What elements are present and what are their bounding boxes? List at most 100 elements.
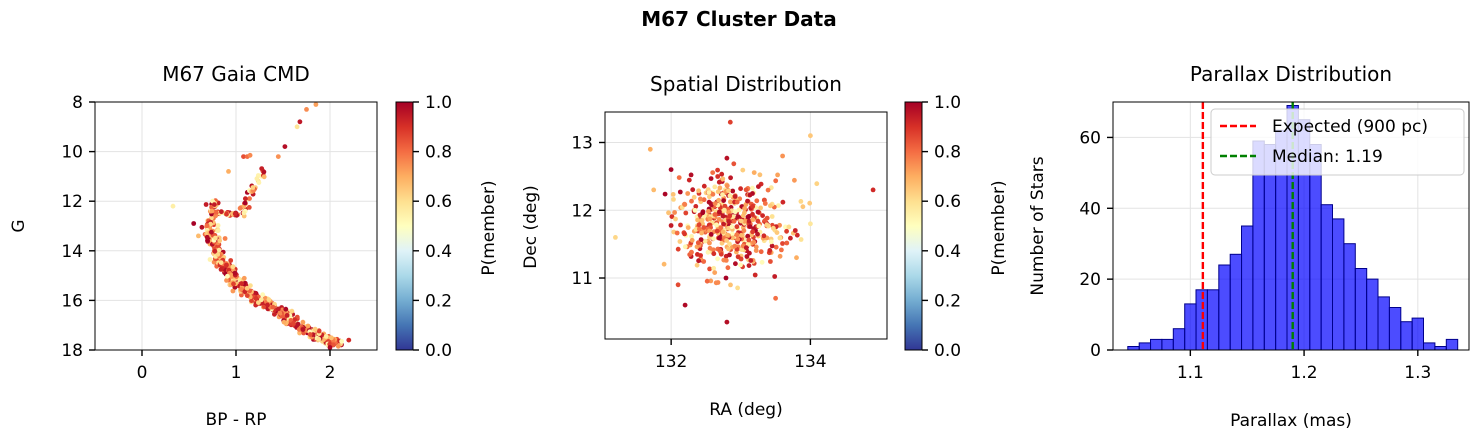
star-point <box>738 218 744 224</box>
star-point <box>232 270 238 276</box>
star-point <box>756 184 761 190</box>
star-point <box>270 304 276 310</box>
star-point <box>711 265 717 271</box>
star-point <box>316 328 322 334</box>
star-point <box>678 222 683 228</box>
star-point <box>250 185 256 190</box>
histogram-bar <box>1445 338 1459 351</box>
star-point <box>707 245 713 251</box>
spatial-colorbar <box>904 101 923 351</box>
y-tick-label: 16 <box>61 291 83 311</box>
star-point <box>715 167 720 173</box>
star-point <box>730 188 736 194</box>
star-point <box>710 191 716 197</box>
star-point <box>212 202 217 208</box>
star-point <box>740 167 746 173</box>
star-point <box>284 313 290 318</box>
star-point <box>241 154 246 160</box>
star-point <box>297 330 302 336</box>
star-point <box>742 210 747 216</box>
star-point <box>675 246 681 252</box>
star-point <box>764 222 770 228</box>
star-point <box>745 233 751 239</box>
star-point <box>777 253 783 259</box>
star-point <box>275 154 281 160</box>
star-point <box>244 285 250 291</box>
star-point <box>714 222 719 228</box>
cmd-colorbar <box>395 101 414 351</box>
star-point <box>237 276 242 282</box>
star-point <box>209 229 214 235</box>
histogram-bar <box>1366 278 1379 351</box>
colorbar-tick-label: 0.8 <box>934 143 961 163</box>
x-tick-label: 1.1 <box>1177 363 1204 383</box>
star-point <box>225 273 230 279</box>
legend-median-label: Median: 1.19 <box>1272 147 1383 167</box>
histogram-bar <box>1400 321 1413 351</box>
star-point <box>774 230 780 236</box>
histogram-bar <box>1377 296 1390 351</box>
y-tick-label: 12 <box>571 201 593 221</box>
colorbar-tick-label: 0.4 <box>934 242 961 262</box>
x-tick-label: 0 <box>137 363 148 383</box>
star-point <box>726 209 732 215</box>
star-point <box>745 214 751 220</box>
star-point <box>808 221 813 227</box>
star-point <box>695 240 701 246</box>
star-point <box>709 202 714 208</box>
star-point <box>732 209 738 215</box>
colorbar-tick-label: 0.0 <box>934 341 961 361</box>
star-point <box>761 233 767 239</box>
star-point <box>696 222 702 228</box>
star-point <box>723 275 729 281</box>
star-point <box>723 258 729 263</box>
star-point <box>720 213 726 219</box>
star-point <box>746 263 752 268</box>
spatial-y-label: Dec (deg) <box>521 185 541 269</box>
star-point <box>720 176 726 182</box>
star-point <box>226 169 231 174</box>
star-point <box>807 200 813 206</box>
star-point <box>870 187 876 193</box>
star-point <box>730 235 735 241</box>
star-point <box>726 219 732 224</box>
star-point <box>698 237 704 243</box>
star-point <box>798 199 804 204</box>
star-point <box>773 178 779 184</box>
star-point <box>736 207 742 213</box>
cmd-points <box>170 102 352 350</box>
star-point <box>724 155 730 161</box>
histogram-bar <box>1423 342 1436 351</box>
star-point <box>707 216 713 222</box>
star-point <box>712 184 718 190</box>
parallax-y-label: Number of Stars <box>1028 156 1048 295</box>
star-point <box>690 187 696 193</box>
star-point <box>207 257 213 262</box>
spatial-panel: Spatial Distribution 132 134 11 12 13 RA (d… <box>521 72 1009 420</box>
star-point <box>794 232 800 238</box>
star-point <box>711 251 717 257</box>
star-point <box>241 275 247 281</box>
star-point <box>291 320 296 326</box>
star-point <box>753 244 759 250</box>
star-point <box>750 217 756 223</box>
cmd-x-ticks: 0 1 2 <box>137 350 335 383</box>
star-point <box>731 218 737 224</box>
star-point <box>701 225 707 230</box>
star-point <box>294 124 300 130</box>
star-point <box>758 205 763 211</box>
star-point <box>762 201 768 206</box>
star-point <box>224 278 229 283</box>
star-point <box>213 209 219 215</box>
x-tick-label: 1.3 <box>1404 363 1431 383</box>
star-point <box>735 236 741 242</box>
star-point <box>701 197 707 203</box>
star-point <box>698 253 703 258</box>
star-point <box>743 245 749 251</box>
star-point <box>798 237 804 242</box>
star-point <box>260 292 266 298</box>
star-point <box>719 171 725 177</box>
star-point <box>732 194 738 199</box>
star-point <box>729 231 735 237</box>
star-point <box>695 217 700 223</box>
